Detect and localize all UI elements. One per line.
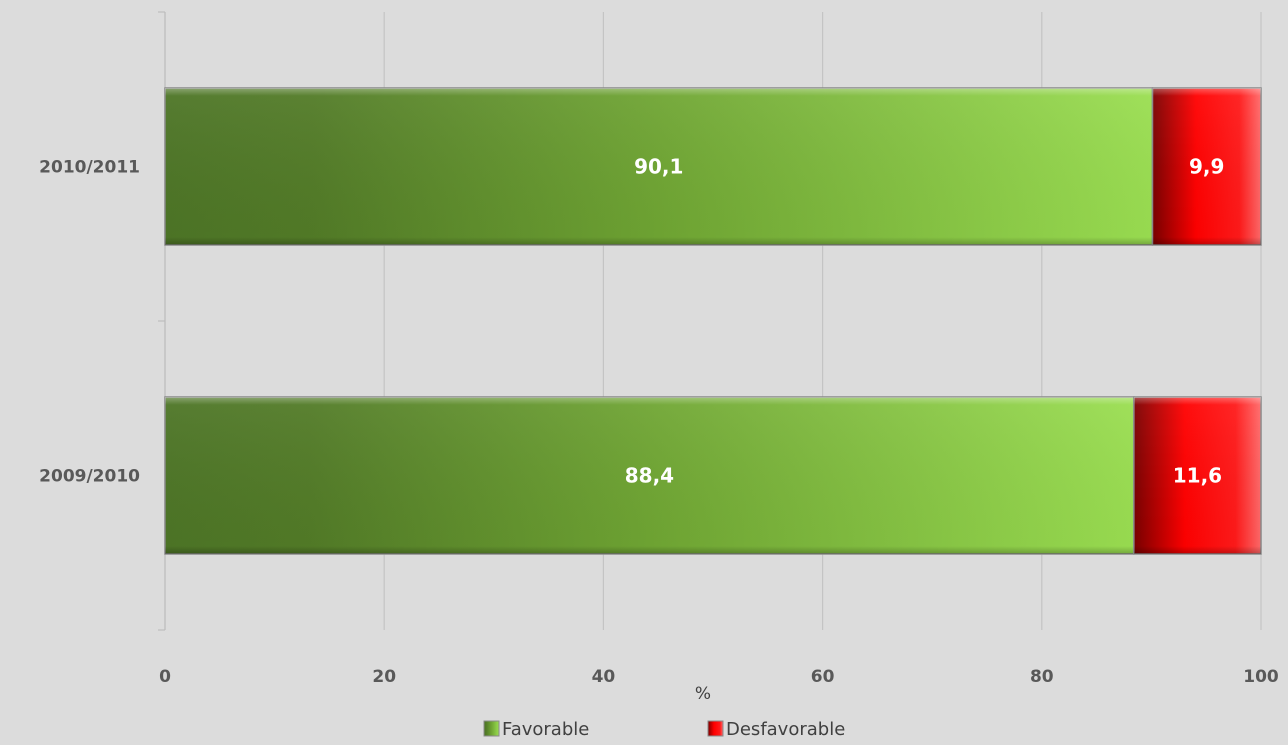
data-label: 11,6 (1173, 464, 1222, 488)
legend-swatch (483, 720, 500, 737)
legend-swatch (707, 720, 724, 737)
x-axis-title: % (695, 684, 711, 704)
x-tick-label: 100 (1243, 667, 1279, 687)
data-label: 90,1 (634, 155, 683, 179)
x-tick-label: 0 (159, 667, 171, 687)
category-label: 2010/2011 (39, 158, 140, 178)
bar-highlight (165, 88, 1153, 245)
x-tick-label: 60 (811, 667, 835, 687)
bar-highlight (165, 397, 1134, 554)
labels-layer: 0 20 40 60 80 100 90,1 9,9 2010/2011 88,4 11,6 2009… (39, 155, 1279, 688)
bars-layer (164, 87, 1262, 555)
x-tick-label: 80 (1030, 667, 1054, 687)
legend: Favorable Desfavorable (483, 719, 845, 740)
legend-label: Favorable (502, 719, 589, 740)
x-tick-label: 40 (592, 667, 616, 687)
data-label: 88,4 (625, 464, 674, 488)
x-tick-label: 20 (372, 667, 396, 687)
bar-highlight (1133, 397, 1261, 554)
legend-label: Desfavorable (726, 719, 845, 740)
bar-highlight (1152, 88, 1261, 245)
data-label: 9,9 (1189, 155, 1224, 179)
category-label: 2009/2010 (39, 467, 140, 487)
